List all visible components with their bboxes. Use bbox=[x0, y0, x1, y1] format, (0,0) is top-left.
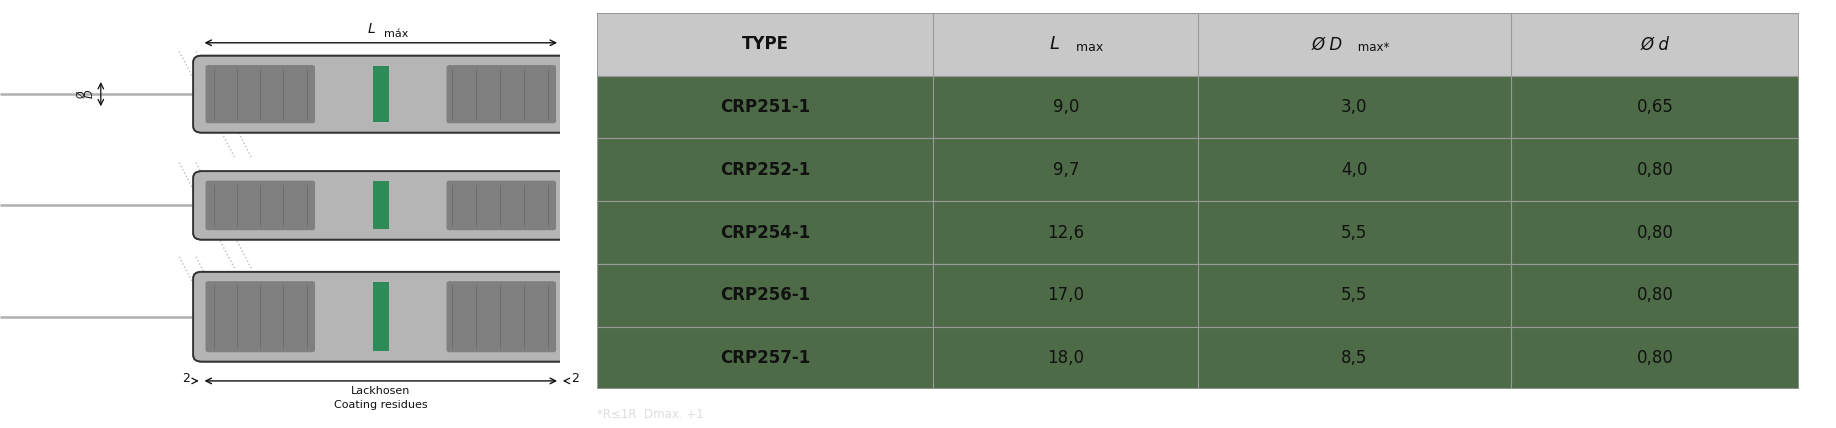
Text: max*: max* bbox=[1355, 42, 1390, 54]
Text: 17,0: 17,0 bbox=[1047, 286, 1085, 304]
Text: D: D bbox=[84, 90, 95, 98]
Bar bbox=[597, 201, 1799, 264]
Text: 9,0: 9,0 bbox=[1052, 98, 1080, 116]
FancyBboxPatch shape bbox=[193, 272, 569, 362]
Text: 2: 2 bbox=[571, 372, 578, 385]
FancyBboxPatch shape bbox=[446, 65, 556, 123]
Text: L: L bbox=[367, 22, 375, 36]
FancyBboxPatch shape bbox=[206, 281, 316, 352]
Bar bbox=[373, 181, 389, 229]
Text: max: max bbox=[1072, 42, 1103, 54]
Bar bbox=[597, 327, 1799, 389]
Text: CRP254-1: CRP254-1 bbox=[720, 223, 810, 241]
Text: *R≤1R  Dmax. +1: *R≤1R Dmax. +1 bbox=[597, 408, 703, 421]
Text: CRP252-1: CRP252-1 bbox=[720, 161, 810, 179]
Text: 18,0: 18,0 bbox=[1047, 349, 1085, 367]
Text: 8,5: 8,5 bbox=[1340, 349, 1368, 367]
Text: 3,0: 3,0 bbox=[1340, 98, 1368, 116]
Bar bbox=[597, 76, 1799, 138]
Text: máx: máx bbox=[384, 29, 408, 39]
Text: TYPE: TYPE bbox=[742, 35, 788, 53]
FancyBboxPatch shape bbox=[446, 181, 556, 230]
Text: CRP257-1: CRP257-1 bbox=[720, 349, 810, 367]
Text: Coating residues: Coating residues bbox=[334, 400, 428, 410]
FancyBboxPatch shape bbox=[446, 281, 556, 352]
Text: 9,7: 9,7 bbox=[1052, 161, 1080, 179]
FancyBboxPatch shape bbox=[206, 65, 316, 123]
Text: Ø: Ø bbox=[77, 90, 86, 98]
Text: 0,80: 0,80 bbox=[1636, 223, 1673, 241]
FancyBboxPatch shape bbox=[193, 171, 569, 240]
Text: Ø D: Ø D bbox=[1311, 35, 1342, 53]
Text: CRP256-1: CRP256-1 bbox=[720, 286, 810, 304]
Text: Ø d: Ø d bbox=[1641, 35, 1669, 53]
Text: L: L bbox=[1050, 35, 1059, 53]
Text: 0,65: 0,65 bbox=[1636, 98, 1673, 116]
Text: 0,80: 0,80 bbox=[1636, 161, 1673, 179]
Text: 4,0: 4,0 bbox=[1340, 161, 1368, 179]
Text: 0,80: 0,80 bbox=[1636, 286, 1673, 304]
Bar bbox=[597, 138, 1799, 201]
Bar bbox=[373, 66, 389, 122]
Text: d: d bbox=[610, 91, 621, 97]
FancyBboxPatch shape bbox=[193, 56, 569, 133]
Text: CRP251-1: CRP251-1 bbox=[720, 98, 810, 116]
Text: 0,80: 0,80 bbox=[1636, 349, 1673, 367]
Bar bbox=[373, 282, 389, 351]
FancyBboxPatch shape bbox=[206, 181, 316, 230]
Text: 5,5: 5,5 bbox=[1340, 223, 1368, 241]
Bar bbox=[597, 264, 1799, 327]
Text: 5,5: 5,5 bbox=[1340, 286, 1368, 304]
Text: 12,6: 12,6 bbox=[1047, 223, 1085, 241]
Text: 2: 2 bbox=[182, 372, 191, 385]
Bar bbox=[597, 13, 1799, 76]
Text: Lackhosen: Lackhosen bbox=[351, 386, 411, 396]
